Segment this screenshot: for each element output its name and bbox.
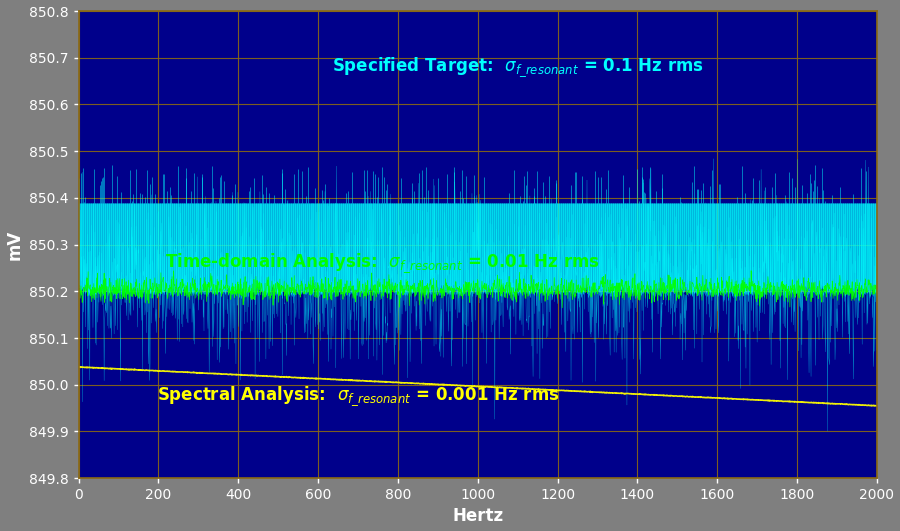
Text: Time-domain Analysis:  $\sigma_{f\_resonant}$ = 0.01 Hz rms: Time-domain Analysis: $\sigma_{f\_resona…	[165, 252, 599, 275]
Text: Spectral Analysis:  $\sigma_{f\_resonant}$ = 0.001 Hz rms: Spectral Analysis: $\sigma_{f\_resonant}…	[157, 384, 559, 408]
X-axis label: Hertz: Hertz	[452, 508, 503, 526]
Y-axis label: mV: mV	[5, 229, 23, 260]
Text: Specified Target:  $\sigma_{f\_resonant}$ = 0.1 Hz rms: Specified Target: $\sigma_{f\_resonant}$…	[332, 55, 704, 79]
